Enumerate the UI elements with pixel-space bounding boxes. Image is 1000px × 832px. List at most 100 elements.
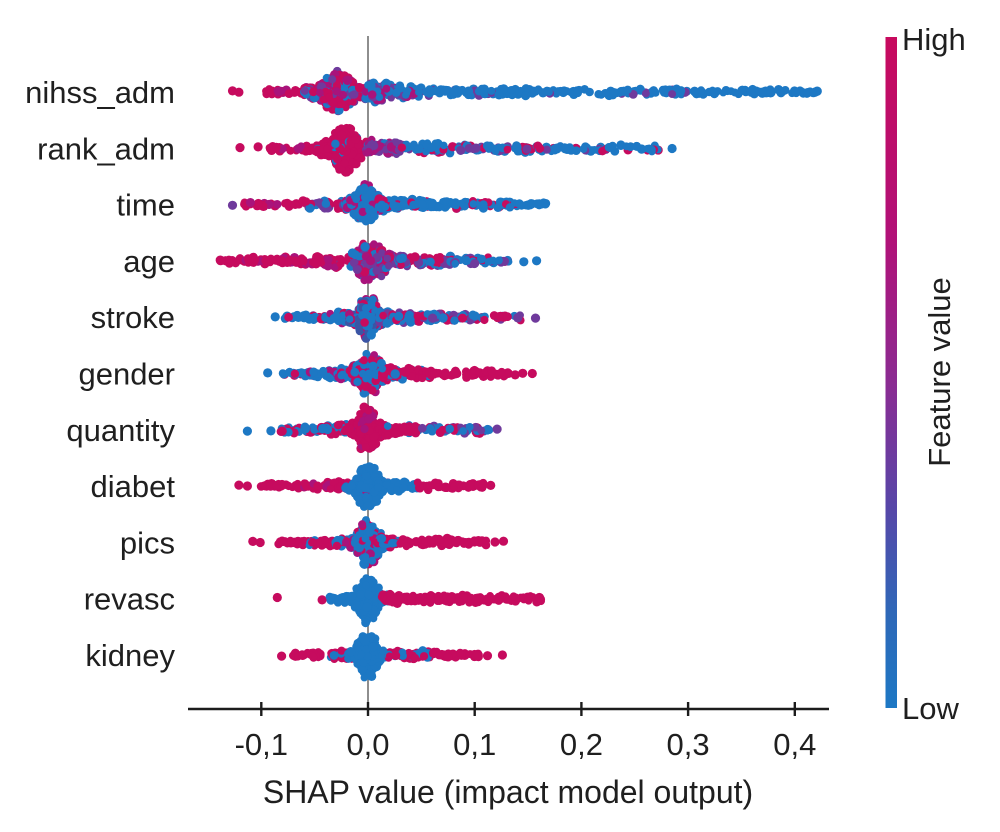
data-point [494,90,504,100]
data-point [414,88,423,96]
data-point [302,197,311,206]
data-point [363,501,372,510]
data-point [284,258,293,267]
data-point [316,88,324,97]
data-point [730,88,739,97]
data-point [261,256,271,266]
data-point [345,315,354,323]
data-point [362,581,370,590]
data-point [349,258,359,267]
beeswarm-row-gender [263,349,537,398]
data-point [242,481,252,491]
data-point [403,86,412,96]
data-point [446,594,455,603]
data-point [532,256,542,266]
data-point [364,147,373,156]
data-point [337,371,346,380]
data-point [242,426,252,436]
data-point [361,552,370,562]
data-point [368,556,377,565]
data-point [383,254,392,263]
data-point [352,265,362,274]
data-point [284,312,293,322]
data-point [438,425,447,434]
data-point [550,144,560,154]
data-point [469,144,478,154]
data-point [332,87,341,96]
data-point [361,618,371,628]
data-point [641,89,650,98]
data-point [368,361,378,371]
data-point [440,141,448,150]
data-point [484,596,493,605]
data-point [356,590,365,599]
beeswarm-row-revasc [272,574,546,628]
data-point [389,200,398,210]
data-point [427,143,436,153]
data-point [338,90,347,99]
data-point [552,89,561,98]
data-point [225,255,233,264]
data-point [451,259,459,268]
data-point [364,590,374,600]
data-point [302,482,311,491]
data-point [360,193,370,202]
data-point [275,86,285,96]
data-point [390,369,400,379]
data-point [290,369,300,378]
data-point [331,139,340,149]
data-point [366,256,376,266]
data-point [282,198,292,208]
data-point [479,88,488,96]
data-point [336,255,345,263]
data-point [507,85,516,95]
data-point [362,492,370,500]
data-point [255,200,263,209]
data-point [418,199,427,209]
data-point [398,254,407,263]
data-point [300,86,309,95]
data-point [286,146,295,155]
data-point [410,252,420,262]
data-point [590,145,599,154]
data-point [427,536,436,545]
data-point [472,593,482,603]
data-point [360,318,369,327]
data-point [456,145,466,155]
data-point [418,374,427,383]
data-point [358,520,367,529]
data-point [362,349,371,358]
data-point [353,377,362,387]
beeswarm-row-nihss_adm [227,66,822,116]
data-point [384,261,393,270]
data-point [517,200,526,209]
data-point [227,200,238,210]
data-point [495,312,503,321]
data-point [573,88,583,98]
data-point [397,143,407,152]
data-point [321,199,331,208]
data-point [379,311,387,320]
data-point [414,144,424,154]
data-point [328,75,337,84]
data-point [311,259,321,269]
data-point [375,93,384,101]
data-point [340,159,349,168]
data-point [758,87,768,97]
data-point [334,105,344,115]
data-point [277,651,287,661]
data-point [438,313,448,323]
data-point [361,443,370,452]
data-point [360,242,370,252]
data-point [342,75,353,86]
data-point [333,420,343,430]
data-point [458,313,467,323]
data-point [360,275,369,285]
data-point [585,87,594,97]
data-point [308,87,318,97]
data-point [455,597,464,607]
data-point [598,146,607,156]
data-point [272,199,282,209]
data-point [315,198,324,207]
